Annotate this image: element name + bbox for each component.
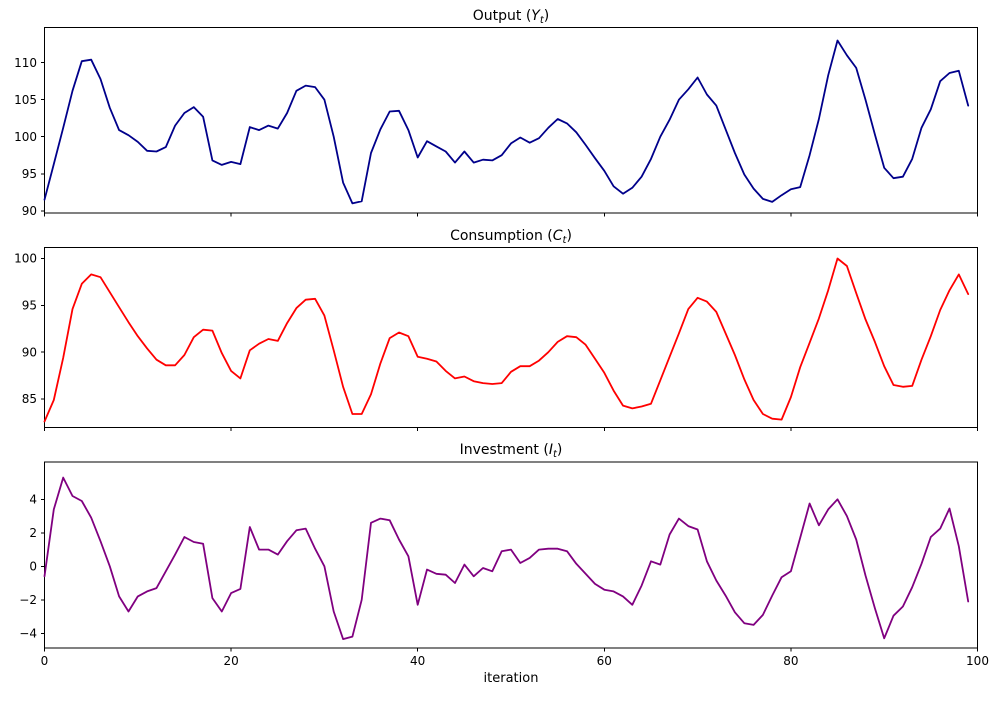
investment-ytick-label: 2 <box>29 526 37 540</box>
output-title-prefix: Output ( <box>472 8 532 24</box>
consumption-ytick-label: 85 <box>22 392 37 406</box>
output-axes-frame <box>44 27 978 214</box>
investment-title-suffix: ) <box>556 442 563 458</box>
investment-title-prefix: Investment ( <box>459 442 549 458</box>
output-ytick-label: 110 <box>14 56 37 70</box>
investment-ytick-label: −4 <box>19 626 37 640</box>
investment-title: Investment (It) <box>460 441 563 464</box>
output-title-suffix: ) <box>543 8 550 24</box>
x-axis-tick-label: 100 <box>966 654 989 668</box>
consumption-line <box>43 257 970 423</box>
output-ytick-label: 105 <box>14 93 37 107</box>
investment-line <box>43 476 970 640</box>
output-ytick-label: 95 <box>22 167 37 181</box>
output-title: Output (Yt) <box>473 7 550 30</box>
investment-ytick-label: 4 <box>29 493 37 507</box>
output-title-subscript: t <box>539 15 544 26</box>
investment-ytick-label: 0 <box>29 560 37 574</box>
consumption-axes-frame <box>44 247 978 428</box>
investment-title-subscript: t <box>552 449 557 460</box>
x-axis-tick-label: 60 <box>597 654 612 668</box>
output-ytick-label: 100 <box>14 130 37 144</box>
consumption-ytick-label: 100 <box>14 252 37 266</box>
consumption-ytick-label: 90 <box>22 345 37 359</box>
x-axis-tick-label: 80 <box>783 654 798 668</box>
x-axis-tick-label: 20 <box>223 654 238 668</box>
output-line <box>43 39 970 205</box>
investment-title-variable: I <box>548 442 553 458</box>
x-axis-tick-label: 0 <box>41 654 49 668</box>
output-ytick-label: 90 <box>22 204 37 218</box>
consumption-title: Consumption (Ct) <box>450 227 572 250</box>
consumption-title-subscript: t <box>562 235 567 246</box>
investment-axes-frame <box>44 461 978 649</box>
x-axis-label: iteration <box>483 671 539 686</box>
consumption-title-variable: C <box>552 228 563 244</box>
consumption-title-prefix: Consumption ( <box>450 228 553 244</box>
consumption-ytick-label: 95 <box>22 299 37 313</box>
investment-ytick-label: −2 <box>19 593 37 607</box>
output-title-variable: Y <box>531 8 540 24</box>
consumption-title-suffix: ) <box>566 228 572 244</box>
x-axis-tick-label: 40 <box>410 654 425 668</box>
